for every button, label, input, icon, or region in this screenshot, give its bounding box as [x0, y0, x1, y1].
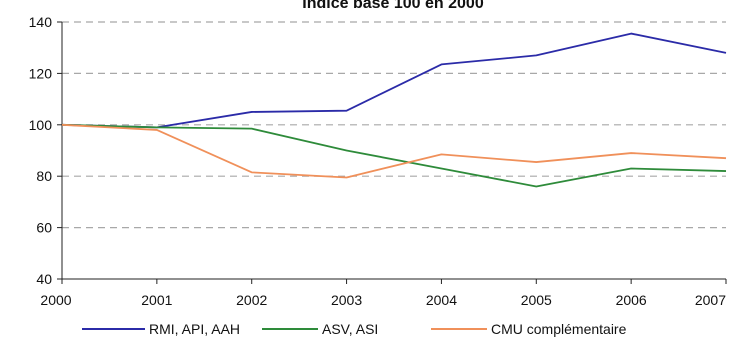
axes: [61, 22, 726, 280]
x-tick-label: 2001: [141, 292, 172, 308]
x-axis-ticks: 2000 2001 2002 2003 2004 2005 2006 2007: [40, 279, 727, 308]
data-point-0-4: [440, 63, 442, 65]
data-point-1-5: [535, 185, 537, 187]
data-point-2-0: [61, 124, 63, 126]
y-tick-label: 100: [29, 117, 53, 133]
chart-title: Indice base 100 en 2000: [302, 0, 484, 12]
legend-label-1: ASV, ASI: [322, 321, 378, 337]
series-lines: [61, 32, 727, 188]
y-axis-ticks: 40 60 80 100 120 140: [29, 14, 62, 287]
legend-label-2: CMU complémentaire: [491, 321, 627, 337]
x-tick-label: 2007: [695, 292, 726, 308]
y-tick-label: 60: [36, 220, 52, 236]
y-tick-label: 140: [29, 14, 53, 30]
data-point-2-5: [535, 161, 537, 163]
x-tick-label: 2002: [236, 292, 267, 308]
data-point-1-7: [725, 170, 727, 172]
data-point-1-3: [346, 150, 348, 152]
data-point-2-3: [346, 176, 348, 178]
x-tick-label: 2003: [331, 292, 362, 308]
data-point-0-6: [630, 33, 632, 35]
data-point-0-2: [251, 111, 253, 113]
data-point-2-6: [630, 152, 632, 154]
x-tick-label: 2006: [616, 292, 647, 308]
x-tick-label: 2000: [40, 292, 71, 308]
y-tick-label: 120: [29, 65, 53, 81]
series-line-0: [61, 32, 727, 129]
data-point-2-7: [725, 157, 727, 159]
data-point-0-7: [725, 52, 727, 54]
legend-label-0: RMI, API, AAH: [149, 321, 240, 337]
data-point-2-2: [251, 171, 253, 173]
data-point-2-4: [440, 153, 442, 155]
x-tick-label: 2005: [521, 292, 552, 308]
legend: RMI, API, AAH ASV, ASI CMU complémentaire: [82, 321, 627, 337]
y-tick-label: 40: [36, 271, 52, 287]
data-point-0-5: [535, 54, 537, 56]
data-point-1-6: [630, 167, 632, 169]
x-tick-label: 2004: [426, 292, 457, 308]
data-point-1-4: [440, 167, 442, 169]
data-point-0-3: [346, 110, 348, 112]
y-tick-label: 80: [36, 168, 52, 184]
series-line-2: [61, 123, 727, 179]
data-point-1-2: [251, 128, 253, 130]
data-point-1-1: [156, 126, 158, 128]
data-point-2-1: [156, 129, 158, 131]
gridlines: [62, 21, 726, 229]
series-line-1: [61, 123, 727, 188]
